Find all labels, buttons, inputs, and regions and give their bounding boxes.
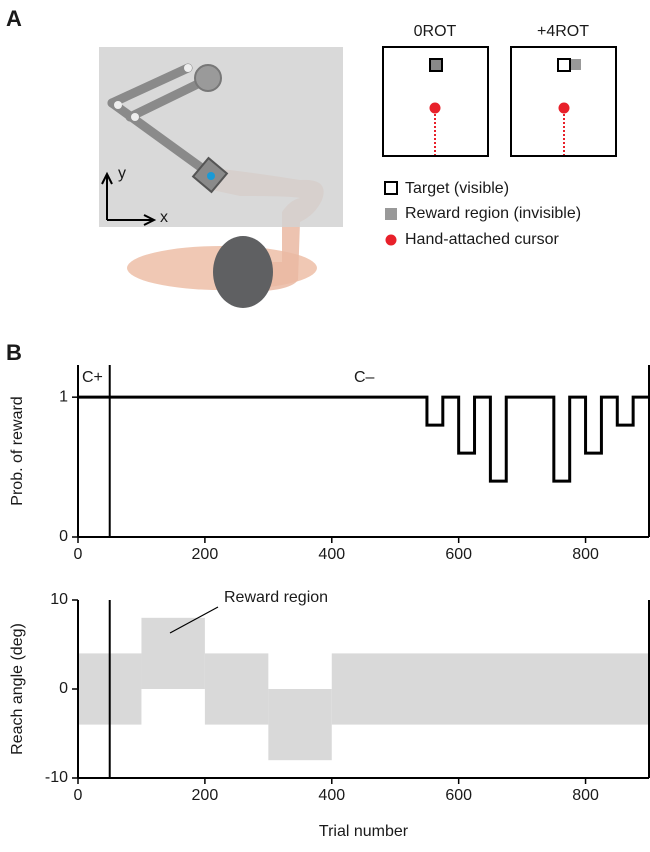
- reward-band: [268, 689, 332, 761]
- legend-swatch: [384, 181, 398, 195]
- legend-swatch: [385, 208, 397, 220]
- condition-box: [382, 46, 489, 157]
- legend-text: Reward region (invisible): [405, 205, 581, 222]
- robot-joint: [184, 64, 192, 72]
- reward-band: [331, 653, 649, 725]
- y-tick-label: -10: [45, 769, 68, 786]
- y-axis-label: Reach angle (deg): [9, 623, 26, 755]
- x-tick-label: 600: [445, 787, 472, 804]
- x-tick-label: 800: [572, 787, 599, 804]
- y-tick-label: 1: [59, 388, 68, 405]
- reward-band: [204, 653, 269, 725]
- x-tick-label: 400: [318, 787, 345, 804]
- x-tick-label: 200: [192, 787, 219, 804]
- annotation: Reward region: [224, 589, 328, 606]
- robot-joint: [194, 64, 222, 92]
- axis-label: y: [118, 165, 126, 182]
- reward-band: [141, 617, 205, 689]
- robot-joint: [114, 101, 122, 109]
- legend-text: Target (visible): [405, 180, 509, 197]
- x-tick-label: 400: [318, 546, 345, 563]
- annotation-pointer: [169, 606, 219, 634]
- y-tick-label: 10: [50, 591, 68, 608]
- x-tick-label: 200: [192, 546, 219, 563]
- panel-label: B: [6, 340, 22, 365]
- x-tick-label: 600: [445, 546, 472, 563]
- setup-drawing: y x: [99, 47, 343, 308]
- arm: [212, 168, 324, 292]
- panel-label: A: [6, 6, 22, 31]
- robot-joint: [131, 113, 139, 121]
- x-tick-label: 800: [572, 546, 599, 563]
- condition-label: 0ROT: [414, 23, 457, 40]
- y-tick-label: 0: [59, 680, 68, 697]
- y-axis-label: Prob. of reward: [9, 396, 26, 505]
- head: [213, 236, 273, 308]
- hand-marker: [207, 172, 215, 180]
- x-tick-label: 0: [74, 546, 83, 563]
- robot: [107, 63, 215, 179]
- legend-swatch: [385, 234, 397, 246]
- axes-arrows: [101, 171, 157, 226]
- phase-label: C–: [354, 369, 375, 386]
- x-axis-label: Trial number: [319, 823, 409, 840]
- axis-label: x: [160, 209, 168, 226]
- x-tick-label: 0: [74, 787, 83, 804]
- y-tick-label: 0: [59, 528, 68, 545]
- condition-label: +4ROT: [537, 23, 589, 40]
- legend-text: Hand-attached cursor: [405, 231, 560, 248]
- phase-label: C+: [82, 369, 103, 386]
- reward-prob-line: [78, 395, 649, 483]
- condition-box: [510, 46, 617, 157]
